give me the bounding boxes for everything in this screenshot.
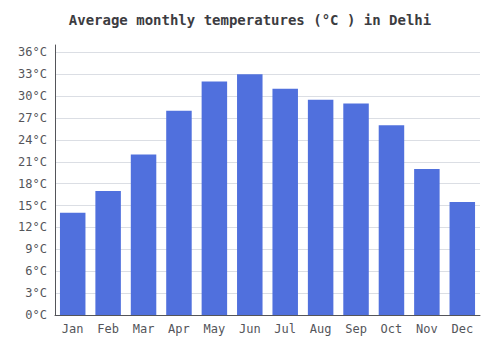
svg-text:Jan: Jan [62,322,84,336]
svg-text:18°C: 18°C [18,177,47,191]
svg-text:Jun: Jun [239,322,261,336]
svg-text:24°C: 24°C [18,133,47,147]
svg-text:27°C: 27°C [18,111,47,125]
svg-text:May: May [204,322,226,336]
svg-text:12°C: 12°C [18,220,47,234]
svg-text:3°C: 3°C [25,286,47,300]
svg-text:Aug: Aug [310,322,332,336]
svg-text:Dec: Dec [451,322,473,336]
svg-text:30°C: 30°C [18,89,47,103]
svg-text:Mar: Mar [133,322,155,336]
svg-text:Feb: Feb [97,322,119,336]
svg-text:21°C: 21°C [18,155,47,169]
svg-text:36°C: 36°C [18,45,47,59]
svg-text:Oct: Oct [381,322,403,336]
svg-text:Average monthly temperatures (: Average monthly temperatures (°C ) in De… [69,12,431,28]
svg-text:Nov: Nov [416,322,438,336]
svg-text:33°C: 33°C [18,67,47,81]
svg-text:9°C: 9°C [25,242,47,256]
svg-text:0°C: 0°C [25,308,47,322]
svg-text:15°C: 15°C [18,199,47,213]
svg-text:Apr: Apr [168,322,190,336]
svg-text:Sep: Sep [345,322,367,336]
svg-text:Jul: Jul [274,322,296,336]
svg-text:6°C: 6°C [25,264,47,278]
